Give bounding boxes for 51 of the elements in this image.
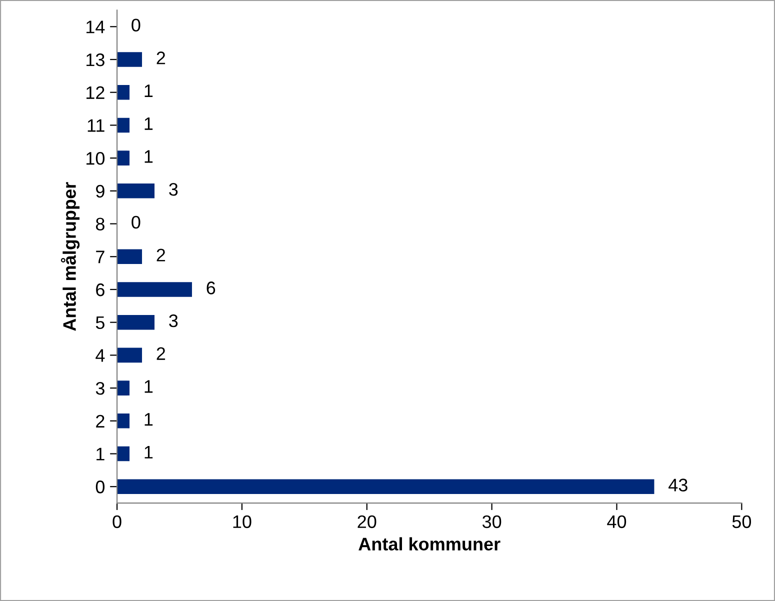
data-label: 2 bbox=[156, 248, 166, 262]
data-label: 1 bbox=[144, 380, 153, 393]
data-label: 1 bbox=[144, 413, 153, 426]
bar bbox=[117, 380, 130, 396]
bar bbox=[117, 52, 142, 67]
data-label: 3 bbox=[169, 314, 178, 328]
bar bbox=[117, 84, 130, 100]
x-tick-label: 50 bbox=[732, 515, 752, 528]
bar bbox=[117, 314, 155, 330]
y-axis-title: Antal målgrupper bbox=[60, 182, 80, 331]
data-label: 43 bbox=[668, 478, 688, 492]
y-tick-label: 8 bbox=[96, 218, 104, 230]
data-label: 6 bbox=[206, 282, 216, 294]
y-tick-label: 10 bbox=[86, 152, 105, 165]
data-label: 0 bbox=[132, 18, 140, 32]
bar bbox=[117, 479, 654, 494]
x-tick-label: 10 bbox=[233, 515, 252, 528]
y-tick-label: 2 bbox=[96, 414, 104, 428]
data-label: 1 bbox=[144, 117, 153, 130]
x-tick-label: 20 bbox=[358, 515, 376, 528]
y-tick-label: 1 bbox=[96, 448, 104, 460]
x-axis-title: Antal kommuner bbox=[358, 537, 500, 550]
bar bbox=[117, 414, 130, 428]
data-label: 0 bbox=[132, 216, 140, 229]
x-tick-label: 40 bbox=[607, 515, 626, 528]
bar bbox=[117, 150, 130, 166]
x-tick-label: 30 bbox=[482, 515, 502, 528]
data-label: 1 bbox=[144, 150, 153, 163]
y-tick-label: 9 bbox=[96, 184, 104, 198]
bar bbox=[117, 282, 192, 297]
data-label: 2 bbox=[156, 52, 166, 64]
data-label: 1 bbox=[144, 446, 153, 458]
bar bbox=[117, 348, 142, 363]
data-label: 3 bbox=[169, 182, 178, 196]
x-tick-label: 0 bbox=[112, 515, 122, 528]
data-label: 1 bbox=[144, 84, 153, 98]
y-tick-label: 4 bbox=[96, 349, 105, 362]
y-tick-label: 5 bbox=[96, 316, 104, 330]
y-tick-label: 13 bbox=[86, 53, 104, 66]
bar bbox=[117, 118, 130, 133]
y-tick-label: 11 bbox=[88, 119, 104, 132]
bar bbox=[117, 184, 155, 198]
y-tick-label: 7 bbox=[96, 250, 104, 264]
y-tick-label: 6 bbox=[96, 283, 104, 296]
data-label: 2 bbox=[156, 347, 166, 360]
bar bbox=[117, 249, 142, 264]
y-tick-label: 3 bbox=[96, 382, 104, 395]
bar bbox=[117, 446, 130, 462]
y-tick-label: 0 bbox=[96, 480, 105, 494]
y-tick-label: 14 bbox=[86, 20, 105, 34]
y-tick-label: 12 bbox=[86, 86, 104, 99]
